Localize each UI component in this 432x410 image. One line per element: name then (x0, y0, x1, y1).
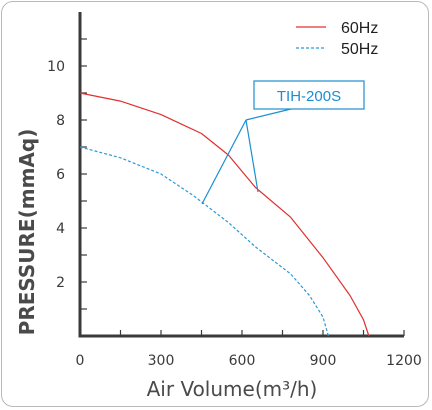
x-tick-label: 300 (148, 353, 175, 369)
x-tick-label: 0 (76, 353, 85, 369)
model-label-box (253, 80, 365, 110)
y-tick-label: 2 (56, 275, 65, 291)
x-tick-label: 1200 (386, 353, 422, 369)
y-tick-label: 6 (56, 167, 65, 183)
annotation-leader-50hz (201, 119, 247, 205)
x-tick-label: 900 (310, 353, 337, 369)
series-line-50hz (79, 146, 329, 337)
annotation-leader-60hz (245, 119, 259, 193)
model-annotation: TIH-200S (201, 80, 365, 205)
model-label-text: TIH-200S (277, 88, 341, 105)
annotation-leader (245, 108, 292, 121)
legend-label-60hz: 60Hz (341, 20, 378, 37)
y-tick-label: 10 (47, 59, 65, 75)
x-axis-label: Air Volume(m³/h) (147, 377, 318, 401)
chart-legend: 60Hz 50Hz (296, 20, 378, 58)
y-tick-label: 4 (56, 221, 65, 237)
y-axis-label: PRESSURE(mmAq) (15, 129, 39, 336)
legend-label-50hz: 50Hz (341, 41, 378, 58)
x-tick-label: 600 (229, 353, 256, 369)
chart-plot-area (79, 92, 370, 337)
chart-axes: 2 4 6 8 10 0 300 600 900 1200 (47, 12, 422, 369)
y-tick-label: 8 (56, 113, 65, 129)
series-line-60hz (79, 92, 370, 337)
